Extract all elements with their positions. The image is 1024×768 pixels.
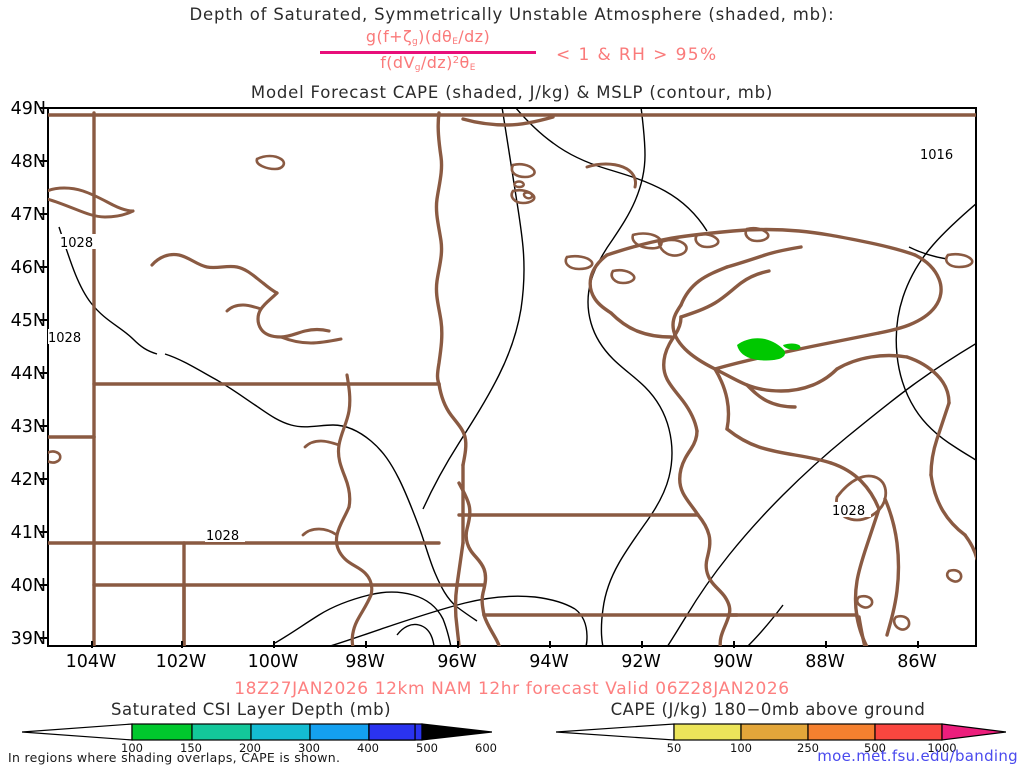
map-graphics: 1028 1028 1028 1028 1016 — [48, 108, 976, 646]
ytick-46n: 46N — [10, 258, 46, 278]
cape-tick-1000: 1000 — [927, 741, 957, 755]
ytick-mark — [40, 319, 47, 321]
csi-colorbar[interactable] — [22, 722, 492, 742]
cape-tick-250: 250 — [797, 741, 819, 755]
xtick-mark — [365, 641, 367, 648]
csi-tick-100: 100 — [121, 741, 143, 755]
formula-numerator: g(f+ζg)(dθE/dz) — [365, 27, 491, 47]
ytick-41n: 41N — [10, 523, 46, 543]
xtick-104w: 104W — [65, 652, 117, 672]
xtick-98w: 98W — [345, 652, 385, 672]
ytick-45n: 45N — [10, 311, 46, 331]
title-line-3: Model Forecast CAPE (shaded, J/kg) & MSL… — [250, 83, 774, 102]
csi-colorbar-title: Saturated CSI Layer Depth (mb) — [110, 700, 392, 719]
xtick-mark — [91, 641, 93, 648]
ytick-44n: 44N — [10, 364, 46, 384]
csi-tick-400: 400 — [357, 741, 379, 755]
xtick-mark — [825, 641, 827, 648]
ytick-mark — [40, 213, 47, 215]
ytick-mark — [40, 425, 47, 427]
svg-text:1028: 1028 — [832, 504, 865, 519]
formula-condition: < 1 & RH > 95% — [556, 45, 718, 65]
ytick-mark — [40, 531, 47, 533]
ytick-mark — [40, 478, 47, 480]
svg-text:1028: 1028 — [60, 236, 93, 251]
ytick-mark — [40, 584, 47, 586]
ytick-39n: 39N — [10, 629, 46, 649]
ytick-43n: 43N — [10, 417, 46, 437]
title-line-1: Depth of Saturated, Symmetrically Unstab… — [189, 5, 835, 24]
cape-tick-50: 50 — [666, 741, 682, 755]
ytick-mark — [40, 372, 47, 374]
xtick-94w: 94W — [529, 652, 569, 672]
xtick-86w: 86W — [897, 652, 937, 672]
ytick-48n: 48N — [10, 152, 46, 172]
csi-tick-600: 600 — [475, 741, 497, 755]
cape-tick-100: 100 — [730, 741, 752, 755]
svg-text:1016: 1016 — [920, 148, 953, 163]
ytick-49n: 49N — [10, 99, 46, 119]
cape-colorbar-graphic — [556, 723, 1006, 741]
stability-formula: g(f+ζg)(dθE/dz) f(dVg/dz)2θE < 1 & RH > … — [280, 27, 760, 85]
ytick-mark — [40, 107, 47, 109]
forecast-valid-line: 18Z27JAN2026 12km NAM 12hr forecast Vali… — [234, 679, 790, 699]
ytick-42n: 42N — [10, 470, 46, 490]
ytick-47n: 47N — [10, 205, 46, 225]
cape-colorbar-title: CAPE (J/kg) 180−0mb above ground — [610, 700, 926, 719]
title-block: Depth of Saturated, Symmetrically Unstab… — [0, 0, 1024, 102]
xtick-mark — [273, 641, 275, 648]
xtick-96w: 96W — [437, 652, 477, 672]
csi-tick-500: 500 — [416, 741, 438, 755]
ytick-mark — [40, 266, 47, 268]
svg-text:1028: 1028 — [206, 529, 239, 544]
ytick-40n: 40N — [10, 576, 46, 596]
forecast-map[interactable]: 1028 1028 1028 1028 1016 — [47, 107, 977, 647]
csi-tick-200: 200 — [239, 741, 261, 755]
cape-tick-500: 500 — [864, 741, 886, 755]
csi-shaded-region — [737, 338, 801, 361]
xtick-92w: 92W — [621, 652, 661, 672]
xtick-88w: 88W — [805, 652, 845, 672]
cape-colorbar[interactable] — [556, 722, 1006, 742]
xtick-mark — [457, 641, 459, 648]
xtick-90w: 90W — [713, 652, 753, 672]
state-borders — [48, 111, 976, 646]
xtick-mark — [733, 641, 735, 648]
csi-tick-150: 150 — [180, 741, 202, 755]
xtick-mark — [641, 641, 643, 648]
ytick-mark — [40, 160, 47, 162]
formula-fraction-bar — [320, 51, 536, 54]
xtick-mark — [917, 641, 919, 648]
overlap-note: In regions where shading overlaps, CAPE … — [8, 750, 341, 765]
xtick-mark — [549, 641, 551, 648]
source-url-link[interactable]: moe.met.fsu.edu/banding — [817, 747, 1018, 765]
ytick-mark — [40, 637, 47, 639]
contour-value-labels: 1028 1028 1028 1028 1016 — [48, 146, 959, 544]
xtick-100w: 100W — [247, 652, 299, 672]
xtick-102w: 102W — [155, 652, 207, 672]
formula-denominator: f(dVg/dz)2θE — [380, 53, 476, 73]
csi-colorbar-graphic — [22, 723, 492, 741]
svg-text:1028: 1028 — [48, 331, 81, 346]
csi-tick-300: 300 — [298, 741, 320, 755]
xtick-mark — [181, 641, 183, 648]
